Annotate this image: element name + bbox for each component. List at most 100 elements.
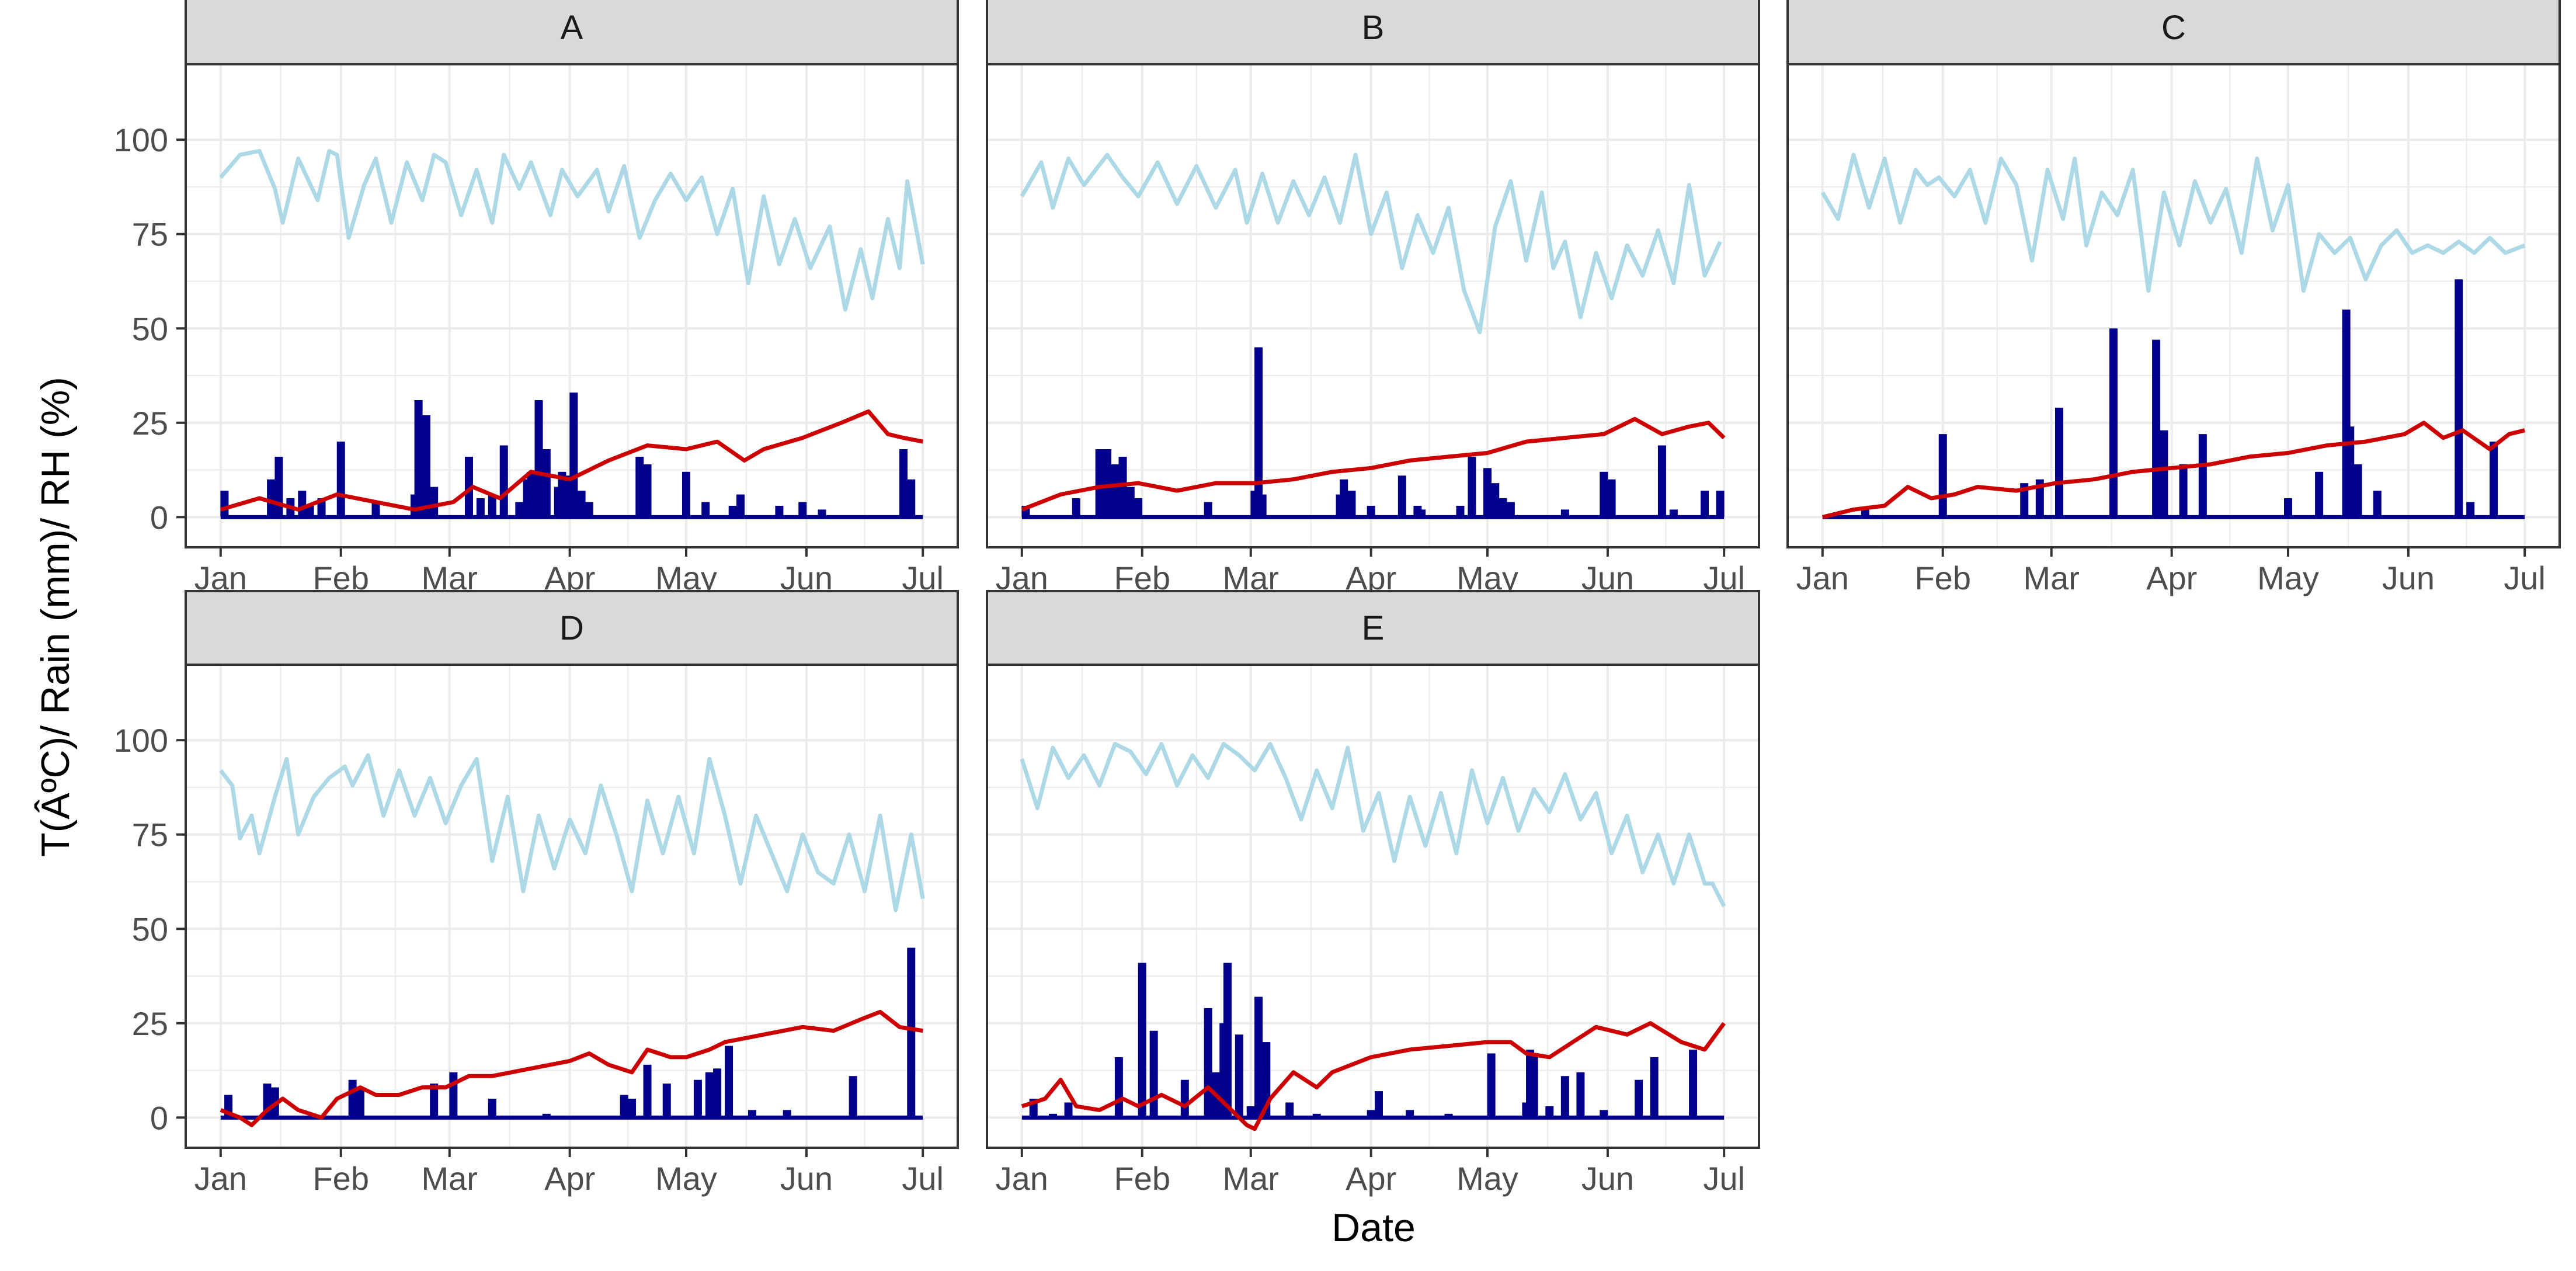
rain-bar bbox=[682, 471, 690, 518]
x-tick-label: May bbox=[2257, 560, 2319, 596]
plot-area bbox=[186, 665, 958, 1148]
rain-bar bbox=[1095, 449, 1104, 518]
rain-bar bbox=[356, 1087, 364, 1118]
rain-bar bbox=[298, 491, 307, 518]
rain-bar bbox=[585, 502, 593, 518]
rain-bar bbox=[1600, 471, 1608, 518]
rain-bar bbox=[348, 1079, 357, 1118]
rain-bar bbox=[336, 442, 345, 518]
rain-bar bbox=[476, 498, 485, 518]
rain-bar bbox=[627, 1099, 636, 1118]
rh-line bbox=[1020, 742, 1726, 908]
rh-line bbox=[219, 149, 925, 312]
rain-bar bbox=[2035, 479, 2044, 518]
rain-bar bbox=[2109, 328, 2118, 518]
rain-bar bbox=[693, 1079, 702, 1118]
y-tick-label: 0 bbox=[150, 499, 168, 536]
rain-bar bbox=[1560, 1076, 1569, 1118]
rain-bar bbox=[643, 464, 652, 518]
x-axis-title: Date bbox=[1332, 1206, 1416, 1250]
x-tick-label: May bbox=[1456, 1160, 1518, 1197]
rain-bar bbox=[1254, 347, 1263, 518]
temperature-line bbox=[1021, 1021, 1726, 1131]
x-tick-label: Jun bbox=[2382, 560, 2435, 596]
x-tick-label: Feb bbox=[1114, 1160, 1170, 1197]
rain-bar bbox=[1374, 1091, 1383, 1118]
rain-bar bbox=[1716, 491, 1725, 518]
rain-bar bbox=[701, 502, 710, 518]
rain-bar bbox=[1340, 479, 1348, 518]
y-tick-label: 100 bbox=[114, 722, 168, 759]
rain-bar bbox=[1607, 479, 1616, 518]
rain-bar bbox=[1657, 445, 1666, 518]
rain-bar bbox=[2160, 430, 2168, 518]
rain-bar bbox=[1487, 1053, 1496, 1118]
rain-bar bbox=[488, 1099, 496, 1118]
panel-strip bbox=[986, 590, 1760, 666]
rain-bar bbox=[1149, 1030, 1158, 1118]
panel-strip-label: D bbox=[559, 609, 584, 647]
rain-bar bbox=[899, 449, 908, 518]
panel-strip-label: A bbox=[561, 9, 583, 47]
rain-bar bbox=[2283, 498, 2292, 518]
rain-bar bbox=[422, 415, 430, 518]
panel-d: D Jan Feb Mar Apr May Jun Jul 0 25 50 75 100 bbox=[114, 590, 959, 1197]
rain-bar bbox=[1529, 1053, 1538, 1118]
rain-bar bbox=[1064, 1102, 1073, 1118]
rain-bar bbox=[449, 1072, 458, 1118]
rain-bar bbox=[2152, 339, 2161, 518]
rain-bar bbox=[1491, 483, 1500, 518]
x-tick-label: Mar bbox=[422, 1160, 478, 1197]
rain-bar bbox=[1254, 996, 1263, 1118]
temperature-line bbox=[220, 1009, 923, 1127]
rain-bar bbox=[1483, 468, 1492, 518]
panel-strip-label: E bbox=[1362, 609, 1385, 647]
rain-bar bbox=[2179, 464, 2188, 518]
rain-bar bbox=[1204, 502, 1212, 518]
x-tick-label: Jul bbox=[2504, 560, 2546, 596]
rain-bar bbox=[515, 502, 524, 518]
x-tick-label: Feb bbox=[312, 1160, 369, 1197]
rain-bar bbox=[414, 400, 423, 518]
y-tick-label: 50 bbox=[132, 310, 168, 347]
rain-bar bbox=[1635, 1079, 1643, 1118]
rain-bar bbox=[2198, 434, 2207, 518]
rain-bar bbox=[1114, 1057, 1123, 1118]
rain-bar bbox=[1246, 1106, 1255, 1118]
rain-bar bbox=[464, 456, 473, 518]
rain-bar bbox=[1126, 487, 1135, 518]
x-tick-label: May bbox=[655, 1160, 717, 1197]
x-tick-label: Jan bbox=[996, 1160, 1048, 1197]
rain-bar bbox=[725, 1046, 733, 1118]
temperature-line bbox=[1821, 421, 2526, 519]
x-tick-label: Mar bbox=[1223, 1160, 1279, 1197]
panel-border bbox=[1786, 63, 2561, 548]
panel-strip bbox=[185, 0, 959, 65]
rh-line bbox=[219, 753, 925, 912]
rain-bar bbox=[713, 1068, 722, 1118]
rain-bar bbox=[1180, 1079, 1189, 1118]
rain-bar bbox=[849, 1076, 857, 1118]
rain-bar bbox=[643, 1064, 652, 1118]
x-tick-label: Jan bbox=[194, 1160, 247, 1197]
x-tick-label: Apr bbox=[544, 1160, 595, 1197]
rain-bar bbox=[2466, 502, 2475, 518]
rain-bar bbox=[430, 1084, 439, 1118]
rain-bar bbox=[1138, 963, 1146, 1118]
panel-border bbox=[185, 664, 959, 1149]
x-tick-label: Apr bbox=[1346, 1160, 1396, 1197]
rain-bar bbox=[1134, 498, 1143, 518]
x-tick-label: Jan bbox=[1796, 560, 1849, 596]
panel-c: C Jan Feb Mar Apr May Jun Jul bbox=[1786, 0, 2561, 596]
rain-bar bbox=[1700, 491, 1709, 518]
y-tick-label: 25 bbox=[132, 405, 168, 442]
temperature-line bbox=[1021, 416, 1726, 512]
x-tick-label: Apr bbox=[2146, 560, 2197, 596]
rain-bar bbox=[2373, 491, 2382, 518]
rain-bar bbox=[2315, 471, 2324, 518]
rain-bar bbox=[2490, 442, 2498, 518]
rain-bar bbox=[620, 1095, 628, 1118]
rain-bar bbox=[705, 1072, 714, 1118]
rain-bar bbox=[534, 400, 543, 518]
rain-bar bbox=[1118, 456, 1127, 518]
